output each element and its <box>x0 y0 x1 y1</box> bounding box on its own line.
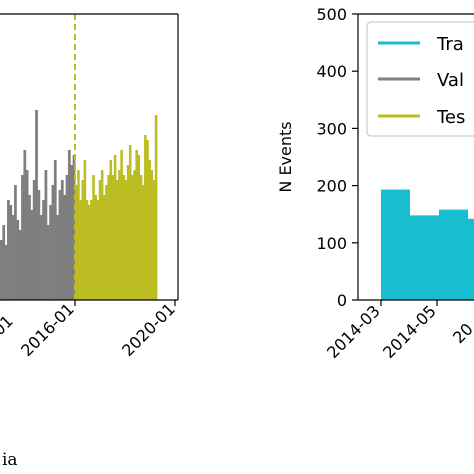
val-bar <box>39 215 43 300</box>
val-bar <box>65 175 69 300</box>
right-chart: 0 100 200 300 400 500 N Events 2014-03 2014-0… <box>276 5 474 362</box>
test-bar <box>103 195 106 300</box>
test-bar <box>124 180 128 300</box>
val-bar <box>0 240 3 300</box>
left-xtick-label: 2020-01 <box>118 299 179 360</box>
legend-label-val: Val <box>437 70 464 91</box>
test-bar <box>94 195 97 300</box>
test-bar <box>111 175 115 300</box>
val-bar <box>58 190 62 300</box>
test-bar <box>150 170 154 300</box>
test-bar <box>141 185 145 300</box>
test-bar <box>120 150 123 300</box>
test-bar <box>128 145 132 300</box>
right-bars <box>381 189 474 300</box>
test-bar <box>81 180 85 300</box>
val-bar <box>63 195 67 300</box>
y-axis-label: N Events <box>276 121 295 192</box>
test-bar <box>139 175 143 300</box>
val-bar <box>11 215 15 300</box>
test-bar <box>118 170 121 300</box>
test-bar <box>92 175 95 300</box>
val-bar <box>9 205 13 300</box>
val-bar <box>30 210 34 300</box>
val-bar <box>25 170 29 300</box>
val-bar <box>7 200 10 300</box>
val-bar <box>46 225 50 300</box>
val-bar <box>14 185 17 300</box>
test-bar <box>144 135 147 300</box>
val-bar <box>16 220 20 300</box>
left-chart: 01 2016-01 2020-01 <box>0 13 179 360</box>
val-bar <box>53 160 57 300</box>
right-xtick-label: 2014-05 <box>379 301 440 362</box>
left-xtick-label: 01 <box>0 311 17 339</box>
right-xtick-label: 20 <box>449 319 474 347</box>
legend-label-test: Tes <box>436 107 465 128</box>
test-bar <box>96 200 100 300</box>
val-bar <box>49 205 52 300</box>
caption: ia <box>2 450 18 470</box>
val-bar <box>67 150 71 300</box>
test-bar <box>85 200 89 300</box>
test-bar <box>107 175 110 300</box>
test-bar <box>75 185 78 300</box>
val-bar <box>70 165 74 300</box>
test-bar <box>148 160 151 300</box>
val-bar <box>4 245 8 300</box>
legend-frame <box>366 21 474 137</box>
test-bar <box>126 165 130 300</box>
ytick-label: 500 <box>316 5 347 24</box>
val-bar <box>51 185 55 300</box>
test-bar <box>105 185 108 300</box>
left-xtick-label: 2016-01 <box>17 299 78 360</box>
test-bar <box>135 150 138 300</box>
val-bar <box>56 215 59 300</box>
test-bar <box>79 200 82 300</box>
val-bar <box>18 230 22 300</box>
test-bar <box>100 170 104 300</box>
train-bar <box>410 215 439 300</box>
test-bar <box>87 205 91 300</box>
ytick-label: 200 <box>316 177 347 196</box>
ytick-label: 300 <box>316 119 347 138</box>
test-bar <box>154 115 158 300</box>
test-bar <box>98 180 102 300</box>
val-bar <box>21 175 24 300</box>
test-bar <box>131 175 134 300</box>
right-xtick-label: 2014-03 <box>323 301 384 362</box>
right-yticks: 0 100 200 300 400 500 <box>316 5 358 310</box>
test-bar <box>137 155 141 300</box>
train-bar <box>439 209 468 300</box>
val-bar <box>2 225 6 300</box>
train-bar <box>381 189 410 300</box>
legend-label-train: Tra <box>436 34 464 55</box>
ytick-label: 400 <box>316 62 347 81</box>
legend: Tra Val Tes <box>366 21 474 137</box>
val-bar <box>32 180 36 300</box>
val-bar <box>23 150 27 300</box>
test-bar <box>122 175 126 300</box>
test-bar <box>109 160 113 300</box>
val-bar <box>37 190 41 300</box>
test-bar <box>83 160 87 300</box>
val-bar <box>60 180 64 300</box>
test-bar <box>152 180 156 300</box>
train-bar <box>468 218 474 300</box>
ytick-label: 100 <box>316 234 347 253</box>
test-bar <box>146 140 149 300</box>
test-bar <box>113 155 117 300</box>
val-bar <box>35 110 38 300</box>
left-bars <box>0 110 158 300</box>
test-bar <box>133 170 136 300</box>
test-bar <box>77 170 80 300</box>
ytick-label: 0 <box>337 291 347 310</box>
test-bar <box>116 180 119 300</box>
val-bar <box>28 195 31 300</box>
val-bar <box>44 170 48 300</box>
val-bar <box>42 200 45 300</box>
test-bar <box>90 200 93 300</box>
